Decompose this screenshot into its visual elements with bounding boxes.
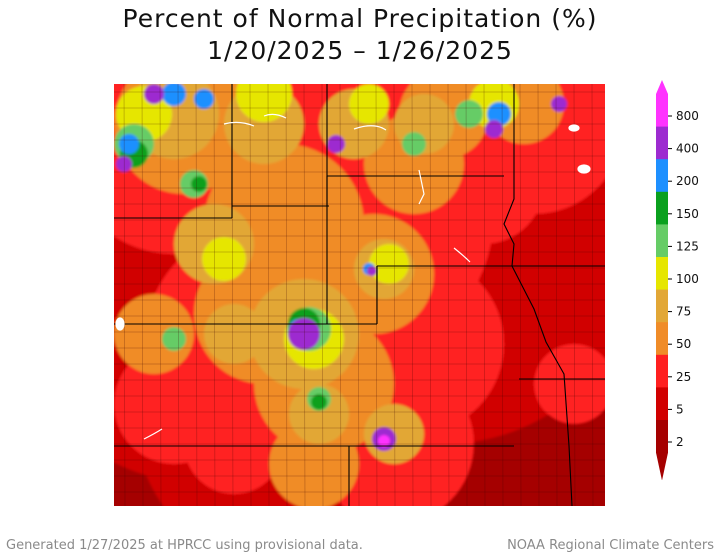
colorbar-label: 125	[676, 239, 699, 253]
precipitation-area	[162, 327, 186, 351]
county-line	[591, 84, 594, 506]
county-line	[411, 84, 414, 506]
precipitation-area	[288, 318, 320, 350]
precipitation-area	[485, 120, 503, 138]
precipitation-area	[327, 135, 345, 153]
precipitation-area	[402, 132, 426, 156]
county-line	[159, 84, 162, 506]
county-line	[519, 84, 522, 506]
state-boundaries	[114, 84, 605, 506]
source-credit: NOAA Regional Climate Centers	[507, 538, 714, 553]
colorbar-segment	[656, 289, 668, 323]
colorbar-segment	[656, 94, 668, 128]
county-line	[267, 84, 270, 506]
colorbar-label: 400	[676, 142, 699, 156]
county-line	[141, 84, 144, 506]
colorbar-label: 2	[676, 435, 684, 449]
county-line	[249, 84, 252, 506]
county-line	[447, 84, 450, 506]
precipitation-area	[191, 176, 207, 192]
colorbar-label: 5	[676, 402, 684, 416]
county-line	[537, 84, 540, 506]
precipitation-area	[289, 384, 349, 444]
county-line	[321, 84, 324, 506]
county-line	[429, 84, 432, 506]
precipitation-area	[204, 304, 264, 364]
precipitation-area	[269, 419, 359, 506]
colorbar-segment	[656, 191, 668, 225]
precipitation-field	[114, 84, 605, 506]
precipitation-area	[551, 96, 567, 112]
precipitation-area	[367, 266, 377, 276]
precipitation-map	[114, 84, 605, 506]
precipitation-area	[162, 84, 186, 106]
colorbar-label: 200	[676, 174, 699, 188]
colorbar-label: 75	[676, 305, 691, 319]
precipitation-area	[311, 394, 327, 410]
color-legend: 800 400 200 150 125 100 75 50 25 5 2	[656, 80, 699, 480]
county-line	[177, 84, 180, 506]
colorbar-segment	[656, 126, 668, 160]
colorbar-segment	[656, 387, 668, 421]
county-line	[303, 84, 306, 506]
county-line	[555, 84, 558, 506]
precipitation-area	[369, 244, 409, 284]
precipitation-area	[144, 84, 164, 104]
colorbar-bottom-arrow	[656, 452, 668, 480]
precipitation-area	[194, 89, 214, 109]
colorbar-label: 800	[676, 109, 699, 123]
colorbar-segment	[656, 224, 668, 258]
water-bodies	[115, 113, 591, 440]
county-line	[339, 84, 342, 506]
county-line	[195, 84, 198, 506]
county-line	[357, 84, 360, 506]
colorbar-label: 50	[676, 337, 691, 351]
generated-note: Generated 1/27/2025 at HPRCC using provi…	[6, 538, 363, 553]
colorbar-segment	[656, 322, 668, 356]
colorbar-segment	[656, 159, 668, 193]
county-line	[123, 84, 126, 506]
colorbar-top-arrow	[656, 80, 668, 94]
county-line	[573, 84, 576, 506]
county-line	[285, 84, 288, 506]
county-line	[501, 84, 504, 506]
colorbar-segment	[656, 354, 668, 388]
colorbar-label: 25	[676, 370, 691, 384]
precipitation-area	[349, 84, 389, 124]
precipitation-area	[119, 134, 139, 154]
precipitation-area	[378, 435, 390, 447]
title-line-1: Percent of Normal Precipitation (%)	[122, 4, 598, 33]
county-line	[393, 84, 396, 506]
precipitation-area	[202, 237, 246, 281]
county-line	[213, 84, 216, 506]
colorbar-label: 100	[676, 272, 699, 286]
precipitation-area	[114, 294, 194, 374]
county-line	[465, 84, 468, 506]
precipitation-area	[455, 100, 483, 128]
title-line-2: 1/20/2025 – 1/26/2025	[207, 36, 513, 65]
colorbar-label: 150	[676, 207, 699, 221]
colorbar-segment	[656, 420, 668, 454]
county-line	[483, 84, 486, 506]
colorbar-segment	[656, 257, 668, 291]
